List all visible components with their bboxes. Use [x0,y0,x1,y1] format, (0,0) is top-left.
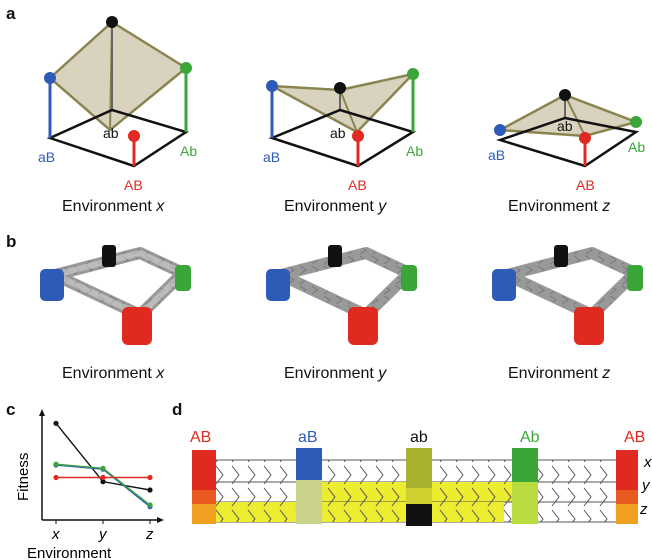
y-axis-label: Fitness [15,453,32,501]
data-point-Ab [53,461,59,467]
Ab-label: Ab [520,429,540,446]
ab-barrel [328,245,342,267]
aB-barrel [492,269,516,301]
landscape-x: ab aB Ab AB [38,16,197,193]
caption-env-y-b: Environment y [284,365,387,382]
data-point-AB [53,474,59,481]
ab-node [559,89,571,101]
data-point-AB [147,474,153,481]
AB-barrel [348,307,378,345]
row-label-x: x [643,454,652,471]
barrel-AB-left [192,450,216,524]
Ab-barrel [175,265,191,291]
fitness-surface [48,20,189,132]
panel-b-label: b [6,232,17,251]
caption-env-x-b: Environment x [62,365,165,382]
AB-label: AB [576,177,595,193]
landscape-y: ab aB Ab AB [263,68,423,193]
caption-env-z-b: Environment z [508,365,611,382]
ab-barrel [554,245,568,267]
AB-node [128,130,140,142]
barrel-AB-right [616,450,638,524]
x-axis-arrow-icon [157,517,164,523]
network-y [266,245,417,345]
Ab-node [180,62,192,74]
AB-label: AB [124,177,143,193]
caption-env-y-a: Environment y [284,198,387,215]
Ab-label: Ab [180,143,197,159]
aB-barrel [40,269,64,301]
AB-node [352,130,364,142]
ab-label: ab [103,125,119,141]
x-tick-label: x [51,526,60,543]
aB-label: aB [488,147,505,163]
row-label-z: z [639,501,648,518]
aB-barrel [266,269,290,301]
surface-fold [339,89,358,133]
x-tick-label: z [145,526,154,543]
AB-barrel [574,307,604,345]
panel-c-label: c [6,400,16,419]
network-x [40,245,191,345]
aB-label: aB [263,149,280,165]
AB-node [579,132,591,144]
Ab-barrel [401,265,417,291]
aB-node [494,124,506,136]
ab-node [106,16,118,28]
aB-node [44,72,56,84]
barrel-aB [296,448,322,524]
data-point-ab [100,479,106,485]
panel-a-landscapes: ab aB Ab AB ab aB Ab AB ab aB Ab AB [38,16,645,193]
x-axis-label: Environment [27,545,112,560]
data-point-Ab [100,465,106,471]
ab-label: ab [330,125,346,141]
ab-label: ab [557,118,573,134]
landscape-z: ab aB Ab AB [488,89,645,193]
Ab-node [630,116,642,128]
Ab-label: Ab [406,143,423,159]
aB-label: aB [298,429,318,446]
panel-d-label: d [172,400,183,419]
network-z [492,245,643,345]
AB-left-label: AB [190,429,211,446]
panel-d-network: AB aB ab Ab AB x y z [190,429,652,526]
ab-label: ab [410,429,428,446]
ab-barrel [102,245,116,267]
row-label-y: y [641,477,651,494]
base-square [495,116,640,168]
Ab-label: Ab [628,139,645,155]
AB-right-label: AB [624,429,645,446]
barrel-Ab [512,448,538,524]
aB-node [266,80,278,92]
panel-a-label: a [6,4,16,23]
caption-env-x-a: Environment x [62,198,165,215]
x-tick-label: y [98,526,108,543]
AB-label: AB [348,177,367,193]
AB-barrel [122,307,152,345]
data-point-Ab [147,502,153,508]
aB-label: aB [38,149,55,165]
Ab-barrel [627,265,643,291]
ab-node [334,82,346,94]
y-axis-arrow-icon [39,409,45,416]
data-point-AB [100,474,106,481]
data-point-ab [53,420,59,426]
Ab-node [407,68,419,80]
data-point-ab [147,487,153,493]
panel-c-chart: Fitness Environment x y z [15,409,164,560]
panel-b-networks [40,245,643,345]
caption-env-z-a: Environment z [508,198,611,215]
surface-fold [564,94,586,137]
barrel-ab [406,448,432,526]
